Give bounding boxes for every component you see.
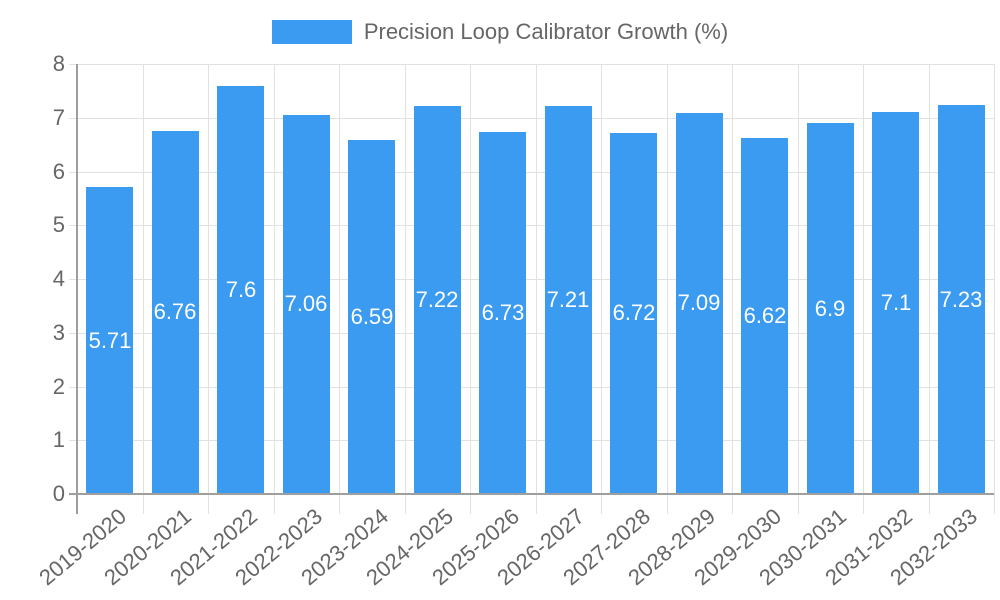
gridline-horizontal — [69, 279, 994, 280]
gridline-horizontal — [69, 172, 994, 173]
bar-value-label: 7.23 — [939, 287, 983, 312]
bar-value-label: 5.71 — [88, 328, 132, 353]
x-axis-line — [69, 493, 994, 495]
bar-value-label: 7.1 — [880, 290, 912, 315]
bar-value-label: 7.06 — [284, 291, 328, 316]
gridline-horizontal — [69, 225, 994, 226]
bar-value-label: 6.76 — [153, 299, 197, 324]
bar-value-label: 7.6 — [225, 277, 257, 302]
bar-2027-2028[interactable] — [610, 133, 657, 494]
legend-swatch[interactable] — [271, 20, 352, 44]
gridline-vertical — [470, 64, 471, 514]
y-axis-tick-label: 6 — [52, 159, 65, 184]
gridline-horizontal — [69, 333, 994, 334]
bar-2029-2030[interactable] — [741, 138, 788, 494]
bar-2021-2022[interactable] — [217, 86, 264, 495]
y-axis-tick-label: 7 — [52, 105, 65, 130]
bar-value-label: 6.62 — [743, 303, 787, 328]
bar-2032-2033[interactable] — [938, 105, 985, 494]
bar-value-label: 7.09 — [677, 290, 721, 315]
y-axis-tick-label: 8 — [52, 51, 65, 76]
bar-2030-2031[interactable] — [807, 123, 854, 494]
gridline-horizontal — [69, 440, 994, 441]
bar-value-label: 6.9 — [814, 296, 846, 321]
bar-value-label: 7.21 — [546, 287, 590, 312]
bar-2025-2026[interactable] — [479, 132, 526, 494]
bar-2022-2023[interactable] — [283, 115, 330, 494]
gridline-vertical — [339, 64, 340, 514]
legend-label: Precision Loop Calibrator Growth (%) — [363, 19, 729, 44]
gridline-vertical — [994, 64, 995, 514]
bar-value-label: 6.59 — [350, 304, 394, 329]
y-axis-tick-label: 1 — [52, 427, 65, 452]
y-axis-tick-label: 5 — [52, 212, 65, 237]
gridline-vertical — [601, 64, 602, 514]
y-axis-tick-label: 2 — [52, 374, 65, 399]
bar-2024-2025[interactable] — [414, 106, 461, 494]
chart-legend: Precision Loop Calibrator Growth (%) — [0, 14, 1000, 50]
bar-value-label: 7.22 — [415, 287, 459, 312]
y-axis-tick-label: 0 — [52, 481, 65, 506]
gridline-vertical — [536, 64, 537, 514]
gridline-horizontal — [69, 64, 994, 65]
gridline-vertical — [208, 64, 209, 514]
y-axis-tick-label: 4 — [52, 266, 65, 291]
bar-2020-2021[interactable] — [152, 131, 199, 494]
bar-2023-2024[interactable] — [348, 140, 395, 494]
gridline-vertical — [798, 64, 799, 514]
bar-value-label: 6.73 — [481, 300, 525, 325]
y-axis-line — [76, 64, 78, 514]
y-axis-tick-label: 3 — [52, 320, 65, 345]
gridline-horizontal — [69, 387, 994, 388]
gridline-vertical — [732, 64, 733, 514]
gridline-vertical — [405, 64, 406, 514]
bar-2019-2020[interactable] — [86, 187, 133, 494]
gridline-vertical — [667, 64, 668, 514]
gridline-vertical — [143, 64, 144, 514]
bar-2028-2029[interactable] — [676, 113, 723, 494]
bar-2026-2027[interactable] — [545, 106, 592, 494]
gridline-vertical — [274, 64, 275, 514]
bar-2031-2032[interactable] — [872, 112, 919, 494]
bar-value-label: 6.72 — [612, 300, 656, 325]
gridline-vertical — [863, 64, 864, 514]
gridline-vertical — [929, 64, 930, 514]
gridline-horizontal — [69, 118, 994, 119]
